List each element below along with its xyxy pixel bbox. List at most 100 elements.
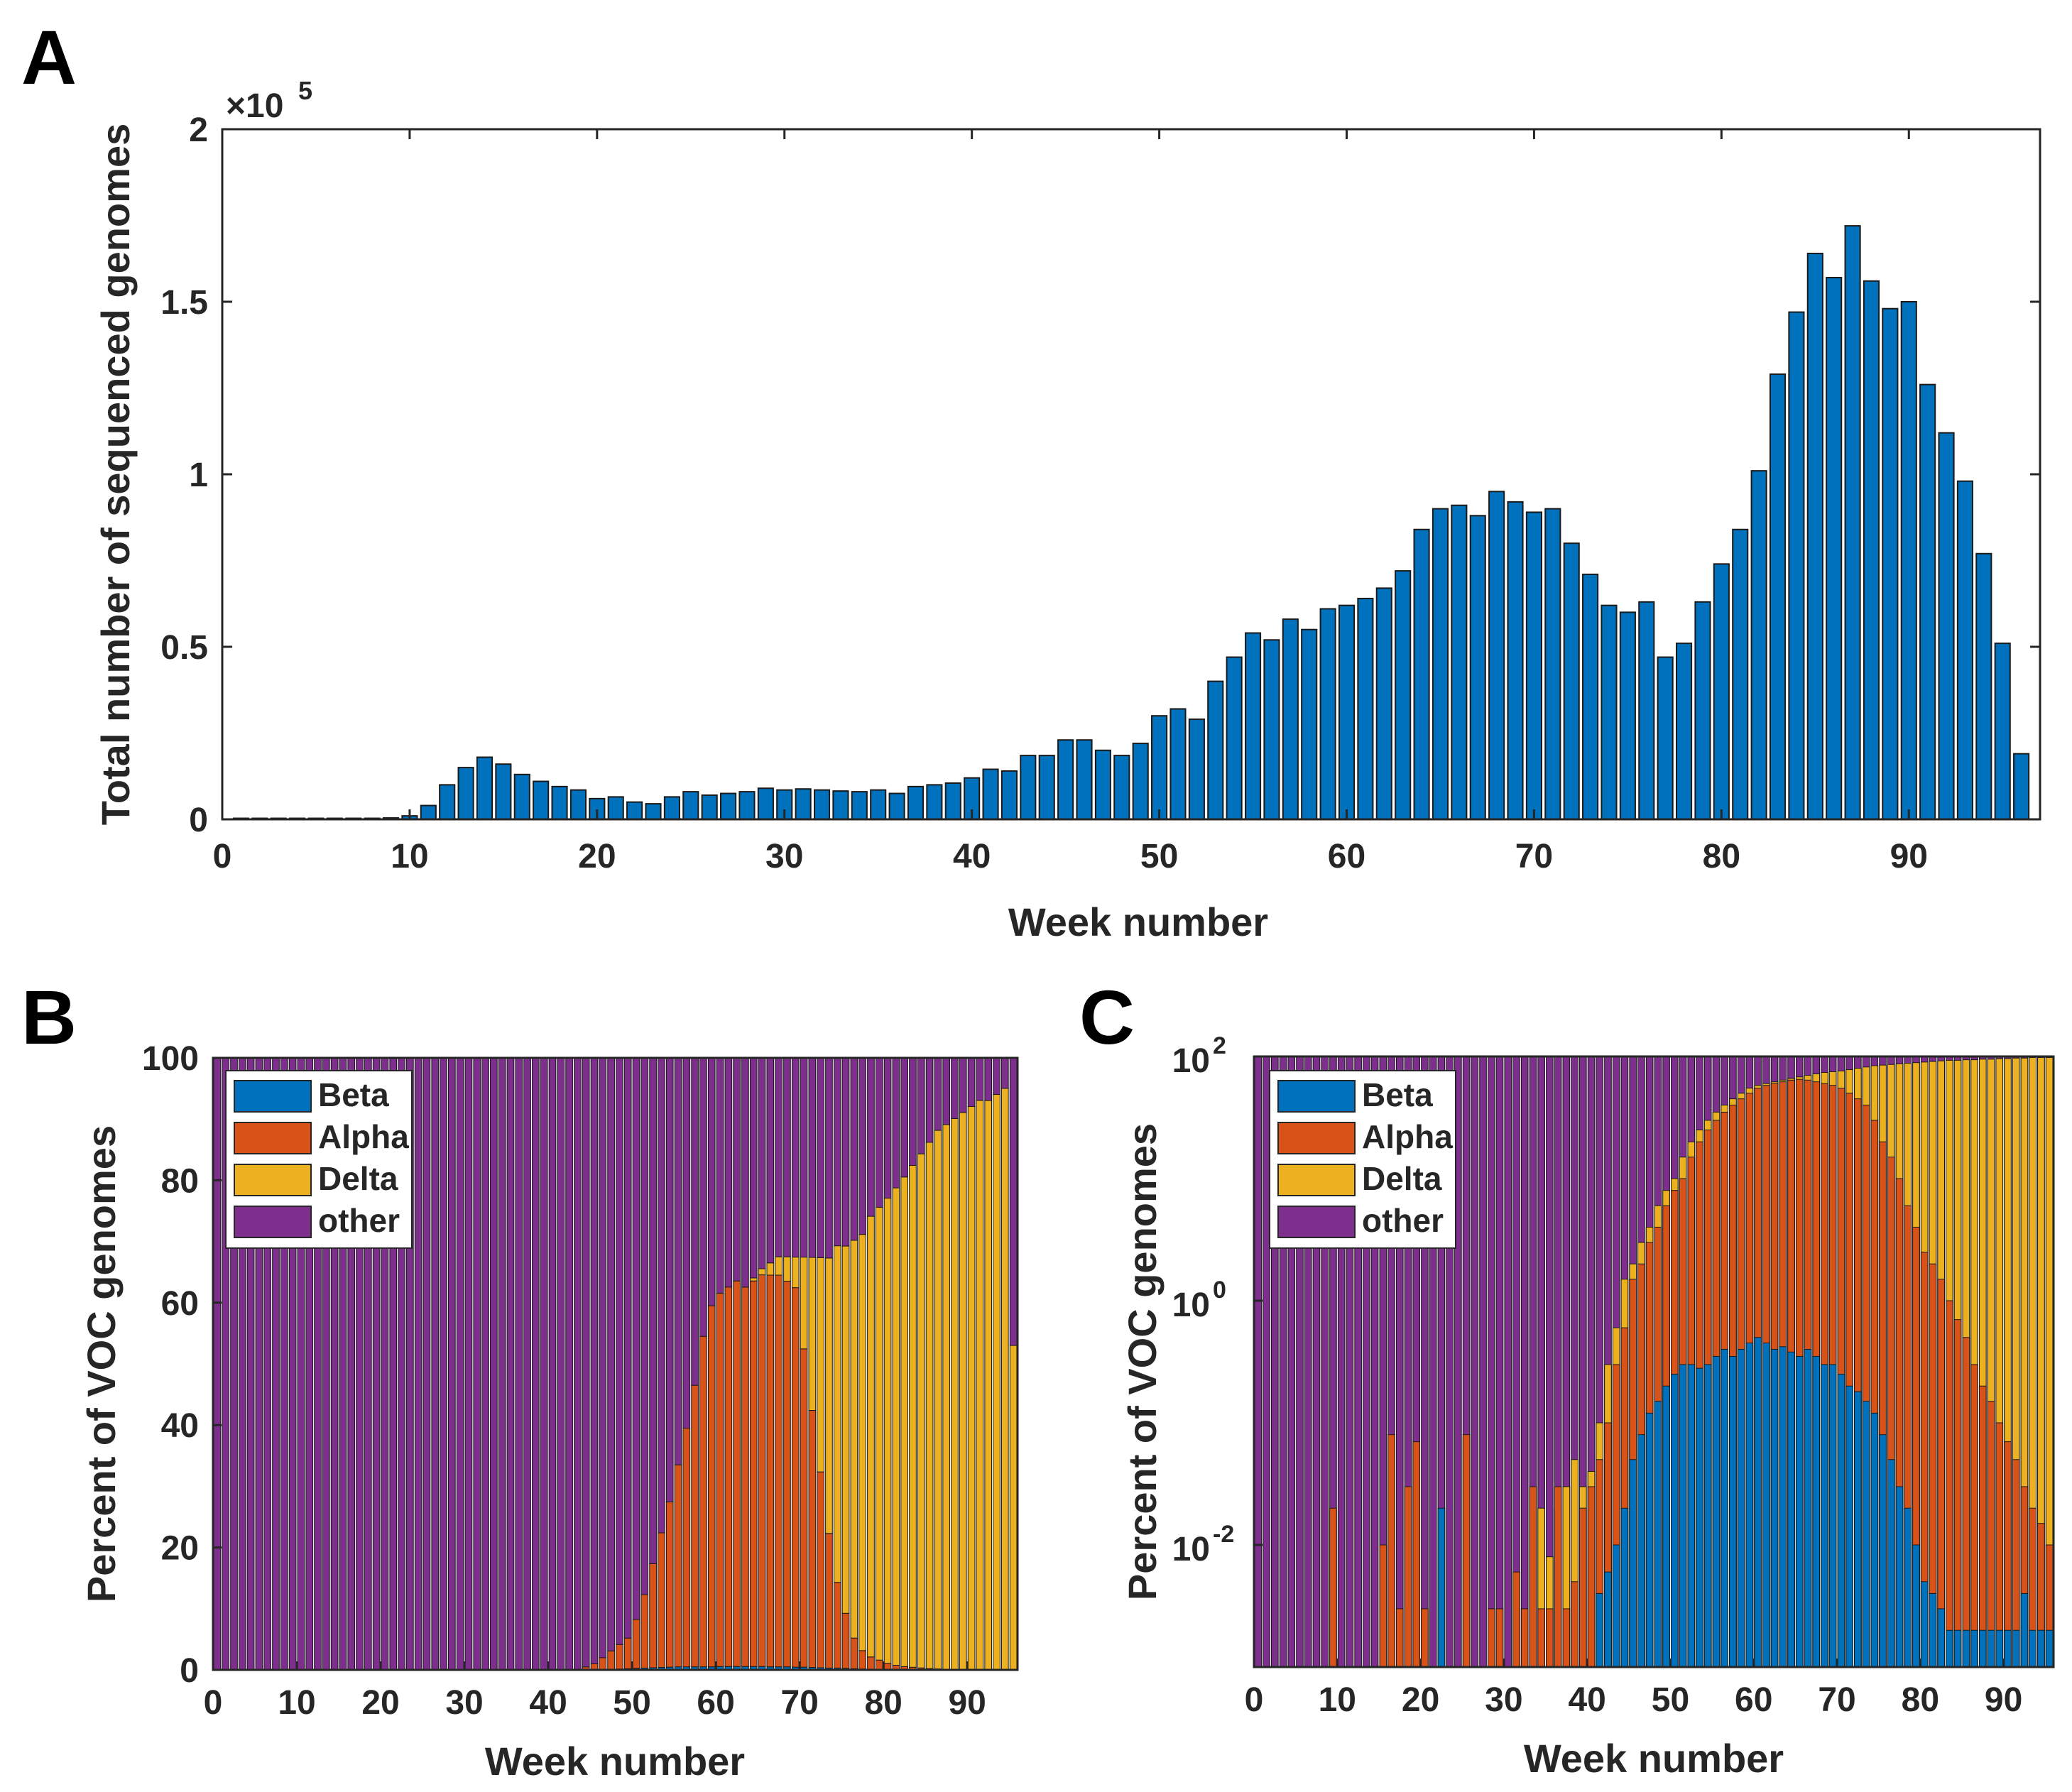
legend-label-delta: Delta (1362, 1160, 1442, 1197)
panel-a-axes-box (221, 128, 2041, 821)
panel-b-bar-other (825, 1057, 833, 1259)
panel-b-y-tick-label: 100 (142, 1040, 199, 1078)
panel-a-bar (1375, 587, 1392, 820)
panel-b-bar-delta (967, 1106, 976, 1671)
panel-letter-c: C (1079, 974, 1135, 1060)
panel-b-x-tick-label: 20 (361, 1684, 399, 1722)
panel-b-bar-delta (951, 1118, 959, 1670)
panel-c-y-tick-label: 10 (1172, 1531, 1210, 1568)
panel-b-x-tick-label: 60 (697, 1684, 734, 1722)
panel-a-bar (1113, 755, 1130, 820)
panel-a-bar (569, 789, 587, 820)
panel-c-bar-beta (1696, 1367, 1703, 1668)
panel-b-bar-other (967, 1057, 976, 1108)
panel-b-bar-alpha (607, 1650, 615, 1670)
panel-b-bar-other (422, 1057, 431, 1671)
panel-a-bar (1413, 528, 1430, 820)
panel-b-bar-other (665, 1057, 674, 1502)
panel-b-bar-other (984, 1057, 993, 1101)
panel-b-bar-other (448, 1057, 456, 1671)
panel-a-bar (1882, 307, 1899, 821)
panel-c-bar-beta (1804, 1348, 1812, 1668)
panel-b-bar-alpha (800, 1348, 808, 1668)
panel-b-x-tick-label: 30 (445, 1684, 483, 1722)
panel-a-x-tick-label: 40 (953, 838, 991, 875)
panel-a-bar (1319, 608, 1336, 820)
panel-c-bar-beta (1712, 1355, 1721, 1668)
panel-b-bar-other (574, 1057, 582, 1671)
panel-a-bar (457, 767, 474, 820)
panel-b-bar-other (582, 1057, 590, 1668)
panel-b-y-tick-label: 40 (161, 1407, 199, 1445)
panel-b-bar-other (976, 1057, 984, 1101)
panel-b-bar-delta (758, 1268, 766, 1276)
panel-a-x-tick-label: 90 (1890, 838, 1928, 875)
panel-b-bar-other (749, 1057, 758, 1279)
panel-a-bar (944, 782, 961, 820)
panel-b-x-tick-label: 0 (204, 1684, 223, 1722)
panel-b-bar-alpha (658, 1532, 665, 1668)
panel-a-bar (1544, 508, 1561, 820)
panel-a-x-tick-label: 10 (391, 838, 428, 875)
panel-a-bar (1132, 743, 1149, 820)
panel-a-bar (513, 773, 530, 820)
panel-b-bar-other (892, 1057, 900, 1189)
panel-c-bar-beta (1654, 1401, 1662, 1668)
panel-b-bar-other (883, 1057, 892, 1199)
panel-c-bar-beta (1845, 1385, 1853, 1668)
panel-a-bar (1732, 528, 1749, 820)
panel-a-bar (1938, 432, 1955, 820)
panel-b-bar-alpha (741, 1286, 749, 1667)
panel-b-bar-other (867, 1057, 875, 1217)
panel-a-bar (1469, 515, 1486, 820)
panel-c-bar-alpha (1962, 1337, 1970, 1668)
panel-c-bar-other (1254, 1056, 1263, 1668)
panel-b-y-tick-label: 20 (161, 1530, 199, 1568)
panel-b-bar-other (707, 1057, 716, 1306)
panel-b-axes-box (212, 1056, 1019, 1671)
legend-swatch-delta (234, 1164, 312, 1196)
panel-b-bar-delta (875, 1206, 883, 1661)
panel-c-bar-other (1520, 1056, 1529, 1668)
panel-a-bar (476, 756, 494, 821)
panel-a-bar (439, 784, 456, 821)
legend-label-beta: Beta (1362, 1076, 1433, 1113)
panel-c-x-axis-label: Week number (1524, 1736, 1784, 1781)
panel-c-bar-beta (1596, 1592, 1604, 1668)
panel-c-bar-beta (1912, 1544, 1920, 1668)
panel-c-bar-other (1471, 1056, 1479, 1668)
panel-a-bar (1451, 504, 1468, 820)
panel-a-bar (832, 790, 849, 820)
panel-c-bar-beta (1821, 1364, 1828, 1668)
panel-c-bar-beta (1904, 1507, 1912, 1668)
panel-b-y-tick-label: 60 (161, 1285, 199, 1323)
panel-a-bars (232, 225, 2030, 821)
panel-c-y-tick-label: 10 (1172, 1042, 1210, 1080)
panel-a-bar (1226, 656, 1243, 821)
panel-c-bar-beta (2045, 1629, 2054, 1668)
panel-a-bar (1244, 632, 1262, 820)
panel-a-exponent-power: 5 (298, 76, 312, 105)
panel-a-bar (870, 789, 887, 820)
panel-b-bar-alpha (724, 1286, 733, 1667)
panel-c-bar-alpha (1529, 1486, 1537, 1668)
panel-b-bar-other (658, 1057, 665, 1534)
panel-a-bar (1020, 755, 1037, 820)
panel-a-bar (1919, 383, 1936, 820)
panel-a-bar (795, 788, 812, 821)
panel-b-bar-alpha (875, 1659, 883, 1670)
panel-b-bar-alpha (833, 1582, 841, 1668)
panel-a-bar (1713, 563, 1730, 820)
legend-swatch-alpha (234, 1122, 312, 1154)
panel-b-bar-other (456, 1057, 464, 1671)
panel-a-bar (645, 803, 662, 821)
panel-c-bar-beta (1862, 1401, 1870, 1668)
panel-c-bar-beta (1679, 1364, 1687, 1668)
panel-b-bar-other (850, 1057, 858, 1241)
panel-c-axes-box (1253, 1055, 2055, 1668)
panel-c-bar-alpha (1495, 1608, 1504, 1668)
panel-b-bar-alpha (665, 1501, 674, 1668)
panel-c-bar-alpha (1395, 1608, 1404, 1668)
legend-swatch-beta (234, 1080, 312, 1113)
panel-b-bar-other (909, 1057, 917, 1166)
